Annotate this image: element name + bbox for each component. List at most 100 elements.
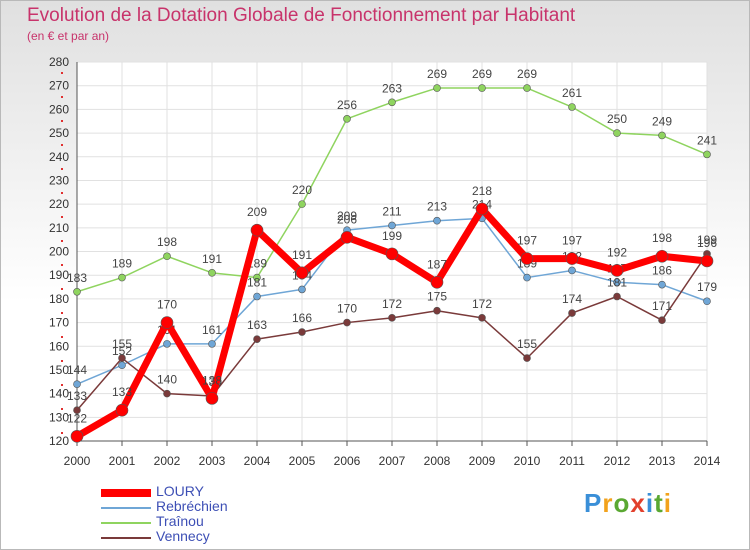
data-point <box>613 278 621 287</box>
y-tick-label: 250 <box>49 126 69 140</box>
legend-swatch <box>101 489 151 497</box>
legend-swatch <box>101 507 151 509</box>
data-label: 140 <box>157 373 177 387</box>
data-point <box>118 361 126 370</box>
legend: LOURY Rebréchien Traînou Vennecy <box>101 483 301 545</box>
data-point <box>610 264 624 277</box>
data-point <box>430 275 444 289</box>
data-label: 192 <box>607 245 627 259</box>
data-label: 206 <box>337 212 357 226</box>
data-point <box>118 273 126 282</box>
x-tick-label: 2014 <box>694 454 721 468</box>
y-tick-label: 140 <box>49 387 69 401</box>
data-label: 198 <box>652 231 672 245</box>
legend-label: Traînou <box>156 513 204 529</box>
data-label: 198 <box>157 235 177 249</box>
data-point <box>433 84 441 92</box>
x-tick-label: 2002 <box>154 454 181 468</box>
data-point <box>523 273 531 282</box>
data-label: 209 <box>247 205 267 219</box>
data-point <box>700 254 714 268</box>
data-label: 241 <box>697 133 717 147</box>
data-label: 152 <box>112 344 132 358</box>
data-label: 250 <box>607 112 627 126</box>
data-label: 181 <box>607 276 627 290</box>
data-label: 155 <box>517 337 537 351</box>
data-point <box>385 247 399 261</box>
data-point <box>208 340 216 348</box>
data-point <box>658 316 666 324</box>
y-tick-label: 210 <box>49 221 69 235</box>
data-label: 187 <box>427 257 447 271</box>
data-point <box>298 285 306 294</box>
x-tick-label: 2011 <box>559 454 585 468</box>
data-point <box>298 200 306 208</box>
data-label: 263 <box>382 81 402 95</box>
data-label: 199 <box>382 229 402 243</box>
y-tick-label: 130 <box>49 410 69 424</box>
data-label: 179 <box>697 280 717 294</box>
data-label: 191 <box>292 248 312 262</box>
legend-label: LOURY <box>156 483 204 499</box>
data-point <box>565 252 579 265</box>
data-label: 249 <box>652 114 672 128</box>
x-tick-label: 2005 <box>289 454 316 468</box>
data-point <box>73 406 81 415</box>
data-point <box>523 84 531 92</box>
data-label: 191 <box>202 252 222 266</box>
data-point <box>658 280 666 289</box>
legend-item-trainou: Traînou <box>101 513 301 530</box>
y-tick-label: 190 <box>49 268 69 282</box>
axes: 120 130 140 150 160 170 180 190 200 210 220 230 240 2… <box>49 55 721 468</box>
data-point <box>208 269 216 277</box>
data-label: 269 <box>517 67 537 81</box>
data-point <box>115 403 129 417</box>
data-label: 170 <box>157 298 177 312</box>
chart-title: Evolution de la Dotation Globale de Fonc… <box>27 5 576 26</box>
data-point <box>613 129 621 137</box>
data-point <box>163 389 171 398</box>
data-point <box>658 131 666 140</box>
x-tick-label: 2004 <box>244 454 271 468</box>
data-label: 144 <box>67 363 87 377</box>
data-point <box>343 318 351 327</box>
data-point <box>523 354 531 362</box>
x-tick-label: 2001 <box>109 454 136 468</box>
data-label: 220 <box>292 183 312 197</box>
data-label: 172 <box>472 297 492 311</box>
data-label: 209 <box>337 209 357 223</box>
data-label: 166 <box>292 311 312 325</box>
data-label: 171 <box>652 299 672 313</box>
data-point <box>253 273 261 282</box>
data-point <box>118 354 126 362</box>
y-tick-label: 170 <box>49 316 69 330</box>
data-label: 218 <box>472 184 492 198</box>
data-point <box>703 150 711 159</box>
data-label: 196 <box>697 236 717 250</box>
data-point <box>70 429 84 443</box>
legend-swatch <box>101 537 151 539</box>
data-label: 138 <box>202 373 222 387</box>
y-tick-label: 230 <box>49 173 69 187</box>
data-label: 213 <box>427 200 447 214</box>
data-point <box>253 335 261 343</box>
y-tick-label: 120 <box>49 434 69 448</box>
data-point <box>613 292 621 301</box>
data-label: 170 <box>337 302 357 316</box>
data-point <box>388 98 396 107</box>
data-label: 161 <box>202 323 222 337</box>
series-loury: 122 133 170 138 209 191 206 199 187 218 197 197 192 1… <box>67 184 717 443</box>
data-label: 186 <box>652 264 672 278</box>
y-tick-label: 160 <box>49 339 69 353</box>
x-tick-label: 2006 <box>334 454 361 468</box>
data-point <box>160 316 174 329</box>
data-point <box>478 84 486 92</box>
data-label: 197 <box>517 234 537 248</box>
data-label: 133 <box>67 389 87 403</box>
data-point <box>433 306 441 315</box>
legend-item-vennecy: Vennecy <box>101 528 301 545</box>
legend-swatch <box>101 522 151 524</box>
x-tick-label: 2000 <box>64 454 91 468</box>
data-point <box>475 202 489 216</box>
